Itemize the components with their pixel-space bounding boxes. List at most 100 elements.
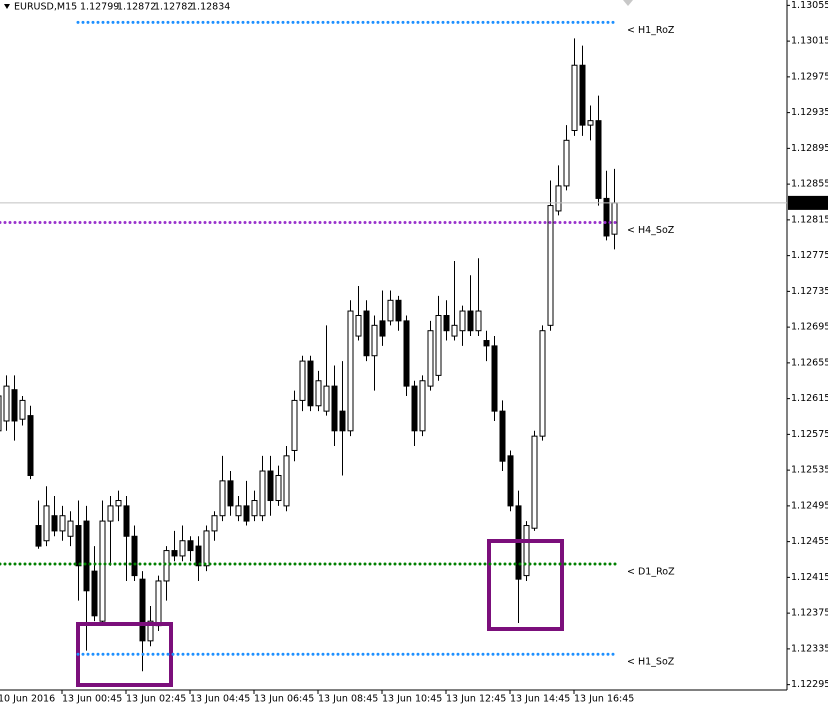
x-tick-label: 13 Jun 12:45 xyxy=(446,694,506,705)
candle-body xyxy=(379,320,386,337)
candle-body xyxy=(59,515,66,532)
y-tick-label: 1.12735 xyxy=(791,286,828,297)
y-tick-label: 1.12455 xyxy=(791,536,828,547)
candle-body xyxy=(531,435,538,529)
candle-body xyxy=(467,310,474,332)
candle-body xyxy=(563,139,570,187)
y-tick-label: 1.12895 xyxy=(791,143,828,154)
candle-body xyxy=(419,380,426,432)
candle-body xyxy=(571,64,578,131)
x-tick-label: 10 Jun 2016 xyxy=(0,694,55,705)
candle-body xyxy=(131,535,138,577)
y-tick-label: 1.12615 xyxy=(791,393,828,404)
header-high: 1.12872 xyxy=(117,2,156,13)
x-tick-label: 13 Jun 00:45 xyxy=(62,694,122,705)
candle-body xyxy=(211,515,218,532)
candle-body xyxy=(507,455,514,507)
candle-body xyxy=(315,380,322,407)
candle-body xyxy=(43,505,50,542)
x-tick-label: 13 Jun 06:45 xyxy=(254,694,314,705)
candle-body xyxy=(203,530,210,567)
level-label: < H1_RoZ xyxy=(627,25,675,36)
candle-body xyxy=(451,324,458,337)
candle-body xyxy=(323,385,330,412)
candle-body xyxy=(355,315,362,337)
candle-body xyxy=(555,185,562,212)
candle-body xyxy=(547,205,554,326)
candle-body xyxy=(259,470,266,517)
x-tick-label: 13 Jun 02:45 xyxy=(126,694,186,705)
candle-body xyxy=(483,340,490,347)
candle-body xyxy=(491,345,498,412)
x-tick-label: 13 Jun 14:45 xyxy=(510,694,570,705)
candle-body xyxy=(275,474,282,502)
candles xyxy=(0,38,618,672)
x-tick-label: 13 Jun 08:45 xyxy=(318,694,378,705)
candle-body xyxy=(155,580,162,627)
candle-body xyxy=(67,520,74,537)
level-label: < H1_SoZ xyxy=(627,657,675,668)
candle-body xyxy=(595,120,602,199)
candle-body xyxy=(243,505,250,522)
y-tick-label: 1.12415 xyxy=(791,572,828,583)
candle-body xyxy=(11,389,18,422)
candle-body xyxy=(35,525,42,547)
candle-body xyxy=(443,315,450,332)
candle-body xyxy=(387,299,394,322)
candle-body xyxy=(459,310,466,332)
candle-body xyxy=(147,620,154,642)
y-tick-label: 1.12535 xyxy=(791,465,828,476)
price-tag: 1.12834 xyxy=(791,197,828,208)
candle-body xyxy=(523,525,530,577)
candle-body xyxy=(139,578,146,642)
candle-body xyxy=(603,197,610,237)
candle-body xyxy=(179,540,186,557)
candle-body xyxy=(91,570,98,617)
candle-body xyxy=(115,500,122,507)
y-tick-label: 1.12815 xyxy=(791,214,828,225)
candle-body xyxy=(347,310,354,432)
symbol-title: EURUSD,M15 xyxy=(14,2,77,13)
level-label: < H4_SoZ xyxy=(627,225,675,236)
y-tick-label: 1.13055 xyxy=(791,0,828,11)
header-icon xyxy=(4,4,10,9)
candle-body xyxy=(339,410,346,432)
x-tick-label: 13 Jun 10:45 xyxy=(382,694,442,705)
candle-body xyxy=(27,415,34,476)
candle-body xyxy=(123,505,130,537)
y-tick-label: 1.12375 xyxy=(791,608,828,619)
candle-body xyxy=(171,550,178,557)
candle-body xyxy=(331,385,338,432)
y-tick-label: 1.12695 xyxy=(791,322,828,333)
candle-body xyxy=(83,520,90,592)
y-tick-label: 1.12775 xyxy=(791,250,828,261)
candle-body xyxy=(3,385,10,422)
candle-body xyxy=(291,399,298,451)
candle-body xyxy=(235,505,242,517)
candle-body xyxy=(187,540,194,552)
header-low: 1.12782 xyxy=(154,2,193,13)
zone-box xyxy=(487,539,564,631)
candle-body xyxy=(587,120,594,126)
candle-body xyxy=(395,299,402,322)
y-tick-label: 1.12295 xyxy=(791,679,828,690)
candle-body xyxy=(363,310,370,357)
candle-body xyxy=(435,315,442,376)
candle-body xyxy=(51,515,58,532)
header-close: 1.12834 xyxy=(191,2,230,13)
candle-body xyxy=(299,360,306,401)
candle-body xyxy=(219,480,226,517)
y-tick-label: 1.12335 xyxy=(791,643,828,654)
candle-body xyxy=(371,324,378,357)
candle-body xyxy=(403,320,410,387)
candle-body xyxy=(163,550,170,582)
price-tag-bg xyxy=(788,195,828,210)
candle-body xyxy=(75,525,82,567)
candle-body xyxy=(251,500,258,517)
candle-body xyxy=(267,470,274,502)
y-tick-label: 1.12975 xyxy=(791,71,828,82)
candle-body xyxy=(475,310,482,332)
header-open: 1.12799 xyxy=(80,2,119,13)
candle-body xyxy=(283,455,290,507)
candle-body xyxy=(427,330,434,387)
